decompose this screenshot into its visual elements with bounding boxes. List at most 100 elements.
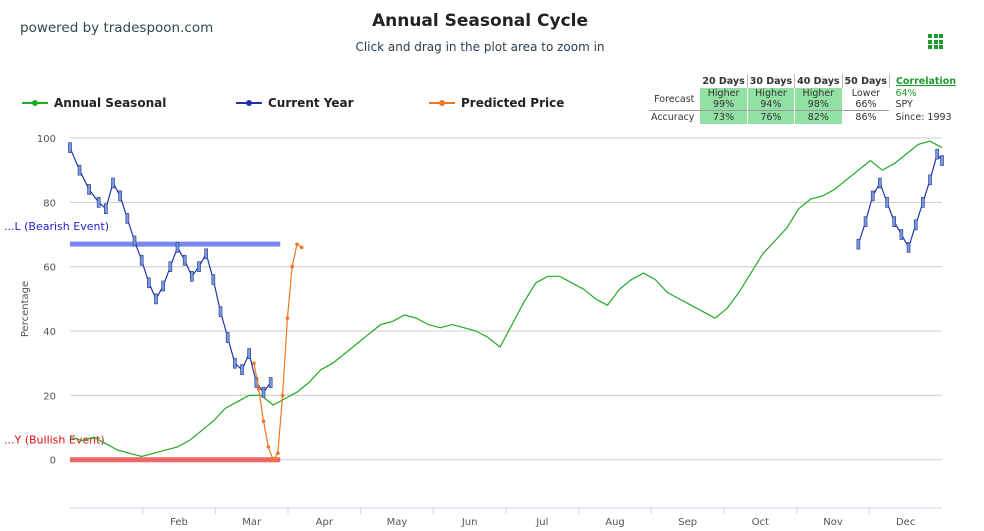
current-year-candle <box>921 197 925 208</box>
current-year-candle <box>218 306 223 318</box>
legend-marker-annual-seasonal <box>22 100 48 106</box>
x-tick-label: Dec <box>896 517 915 528</box>
chart-subtitle: Click and drag in the plot area to zoom … <box>355 40 605 54</box>
since-text: Since: 1993 <box>895 111 952 123</box>
accuracy-40-days: 82% <box>794 110 843 124</box>
header-40-days: 40 Days <box>794 74 843 88</box>
current-year-candle <box>268 377 273 388</box>
forecast-label: Forecast <box>654 93 695 105</box>
current-year-candle <box>77 164 82 176</box>
header-30-days: 30 Days <box>747 74 796 88</box>
forecast-50-days: Lower 66% <box>851 88 881 110</box>
legend-label: Predicted Price <box>461 96 565 110</box>
legend-label: Current Year <box>268 96 354 110</box>
current-year-candle <box>168 261 173 272</box>
current-year-candle <box>261 386 266 398</box>
x-tick-label: Aug <box>605 517 625 528</box>
current-year-candle <box>928 174 932 186</box>
current-year-candle <box>204 248 208 260</box>
current-year-candle <box>211 274 216 285</box>
current-year-candle <box>139 254 144 266</box>
predicted-point <box>299 245 304 250</box>
current-year-candle <box>118 190 122 202</box>
correlation-link[interactable]: Correlation <box>895 75 957 87</box>
bearish-label: ...L (Bearish Event) <box>4 220 109 233</box>
current-year-candle <box>104 203 108 215</box>
current-year-candle <box>225 332 230 343</box>
x-tick-label: Oct <box>752 517 769 528</box>
forecast-40-days: Higher 98% <box>794 88 843 111</box>
predicted-point <box>261 419 266 423</box>
x-tick-label: May <box>387 517 408 528</box>
current-year-candle <box>175 242 180 253</box>
current-year-candle <box>87 184 91 195</box>
current-year-candle <box>913 219 918 231</box>
predicted-point <box>290 264 294 269</box>
predicted-point <box>256 387 261 391</box>
predicted-point <box>266 445 271 449</box>
legend-annual-seasonal[interactable]: Annual Seasonal <box>22 96 166 110</box>
current-year-candle <box>233 357 237 369</box>
current-year-candle <box>190 271 194 282</box>
current-year-candle <box>132 235 137 247</box>
x-tick-label: Jun <box>461 517 478 528</box>
x-tick-label: Feb <box>170 517 188 528</box>
current-year-candle <box>899 229 904 240</box>
series-line-current-year <box>69 147 272 394</box>
accuracy-50-days: 86% <box>842 110 890 124</box>
accuracy-label: Accuracy <box>649 110 701 124</box>
current-year-candle <box>182 254 187 266</box>
forecast-20-days: Higher 99% <box>700 88 748 111</box>
y-tick-label: 0 <box>50 456 56 467</box>
current-year-candle <box>863 216 868 227</box>
current-year-candle <box>885 197 889 208</box>
correlation-info: 64% SPY <box>895 88 917 111</box>
bullish-label: ...Y (Bullish Event) <box>4 434 105 447</box>
x-tick-label: Mar <box>242 517 262 528</box>
y-tick-label: 60 <box>43 263 56 274</box>
current-year-candle <box>111 177 115 189</box>
forecast-30-days: Higher 94% <box>747 88 796 111</box>
current-year-candle <box>161 280 165 292</box>
predicted-point <box>280 393 285 398</box>
current-year-candle <box>906 242 911 253</box>
current-year-candle <box>935 148 940 160</box>
predicted-point <box>276 451 280 456</box>
predicted-point <box>295 242 299 246</box>
header-50-days: 50 Days <box>842 74 890 88</box>
current-year-candle <box>154 293 158 305</box>
legend-label: Annual Seasonal <box>54 96 167 110</box>
current-year-candle <box>125 213 130 224</box>
current-year-candle <box>147 277 151 289</box>
brand-text: powered by tradespoon.com <box>20 20 214 36</box>
current-year-candle <box>856 238 861 250</box>
header-20-days: 20 Days <box>700 74 748 88</box>
current-year-candle <box>892 216 897 227</box>
y-tick-label: 80 <box>43 198 56 209</box>
y-tick-label: 40 <box>43 327 56 338</box>
x-tick-label: Nov <box>823 517 843 528</box>
current-year-candle <box>240 364 244 375</box>
series-line-predicted-price <box>253 243 303 461</box>
legend-current-year[interactable]: Current Year <box>236 96 354 110</box>
legend-predicted-price[interactable]: Predicted Price <box>429 96 564 110</box>
predicted-point <box>252 361 256 366</box>
y-tick-label: 100 <box>37 134 56 145</box>
x-tick-label: Sep <box>678 517 697 528</box>
current-year-candle <box>940 155 944 166</box>
x-tick-label: Jul <box>535 517 548 528</box>
forecast-stats-table: 20 Days 30 Days 40 Days 50 Days Correlat… <box>649 74 958 124</box>
current-year-candle <box>247 348 251 359</box>
grid-menu-icon[interactable] <box>928 34 943 49</box>
chart-title: Annual Seasonal Cycle <box>371 11 589 31</box>
predicted-point <box>271 457 275 462</box>
current-year-candle <box>68 142 72 153</box>
current-year-candle <box>96 197 101 208</box>
accuracy-30-days: 76% <box>747 110 796 124</box>
x-tick-label: Apr <box>316 517 334 528</box>
y-tick-label: 20 <box>43 391 56 402</box>
current-year-candle <box>878 177 882 189</box>
predicted-point <box>285 316 290 320</box>
current-year-candle <box>197 261 201 272</box>
